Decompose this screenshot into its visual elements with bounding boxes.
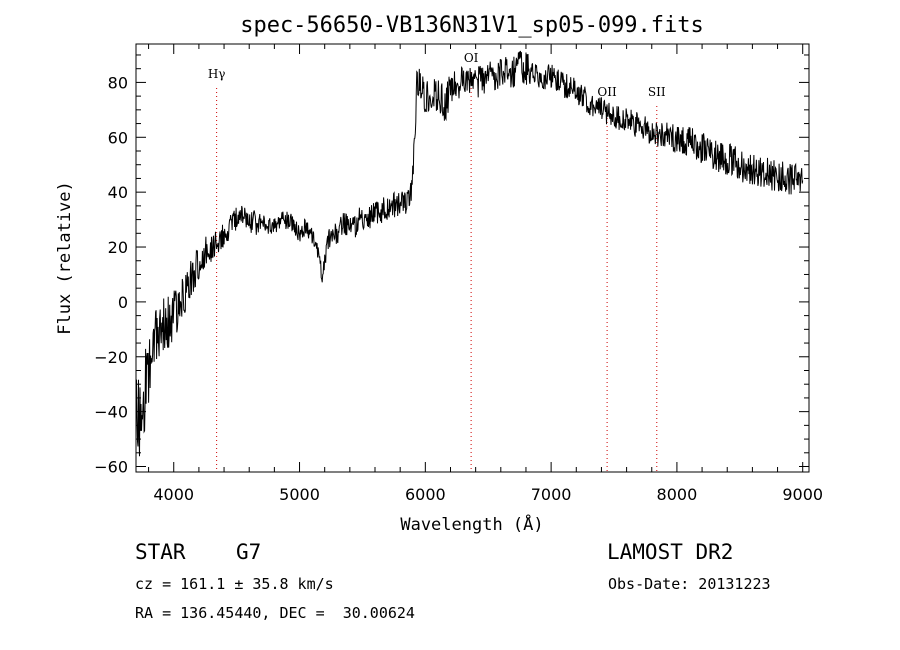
y-tick-label: −40	[94, 403, 128, 422]
line-label: OII	[597, 85, 617, 99]
coordinates: RA = 136.45440, DEC = 30.00624	[135, 604, 415, 622]
chart-title: spec-56650-VB136N31V1_sp05-099.fits	[240, 13, 704, 38]
y-tick-label: 20	[108, 238, 128, 257]
y-tick-label: 60	[108, 128, 128, 147]
y-tick-label: 40	[108, 183, 128, 202]
line-label: OI	[464, 51, 479, 65]
y-tick-label: −20	[94, 348, 128, 367]
x-tick-label: 9000	[782, 485, 823, 504]
tick-labels: 4000 5000 6000 7000 8000 9000 −60 −40 −20 0 20 40 60…	[94, 73, 823, 504]
x-tick-label: 8000	[657, 485, 698, 504]
y-axis-label: Flux (relative)	[55, 181, 75, 335]
object-subclass: G7	[236, 540, 262, 564]
redshift-velocity: cz = 161.1 ± 35.8 km/s	[135, 575, 334, 593]
line-label: SII	[648, 85, 666, 99]
object-class: STAR	[135, 540, 186, 564]
x-axis-label: Wavelength (Å)	[400, 513, 543, 535]
spectrum-line	[135, 50, 804, 457]
x-tick-label: 7000	[531, 485, 572, 504]
observation-date: Obs-Date: 20131223	[608, 575, 771, 593]
x-tick-label: 6000	[405, 485, 446, 504]
survey-name: LAMOST DR2	[607, 540, 734, 564]
plot-frame	[135, 43, 810, 473]
major-ticks	[136, 44, 809, 472]
minor-ticks	[136, 44, 809, 472]
x-tick-label: 5000	[279, 485, 320, 504]
x-tick-label: 4000	[153, 485, 194, 504]
y-tick-label: 80	[108, 73, 128, 92]
line-label: Hγ	[208, 67, 226, 81]
y-tick-label: −60	[94, 458, 128, 477]
emission-lines: Hγ OI OII SII	[208, 51, 666, 472]
y-tick-label: 0	[118, 293, 128, 312]
